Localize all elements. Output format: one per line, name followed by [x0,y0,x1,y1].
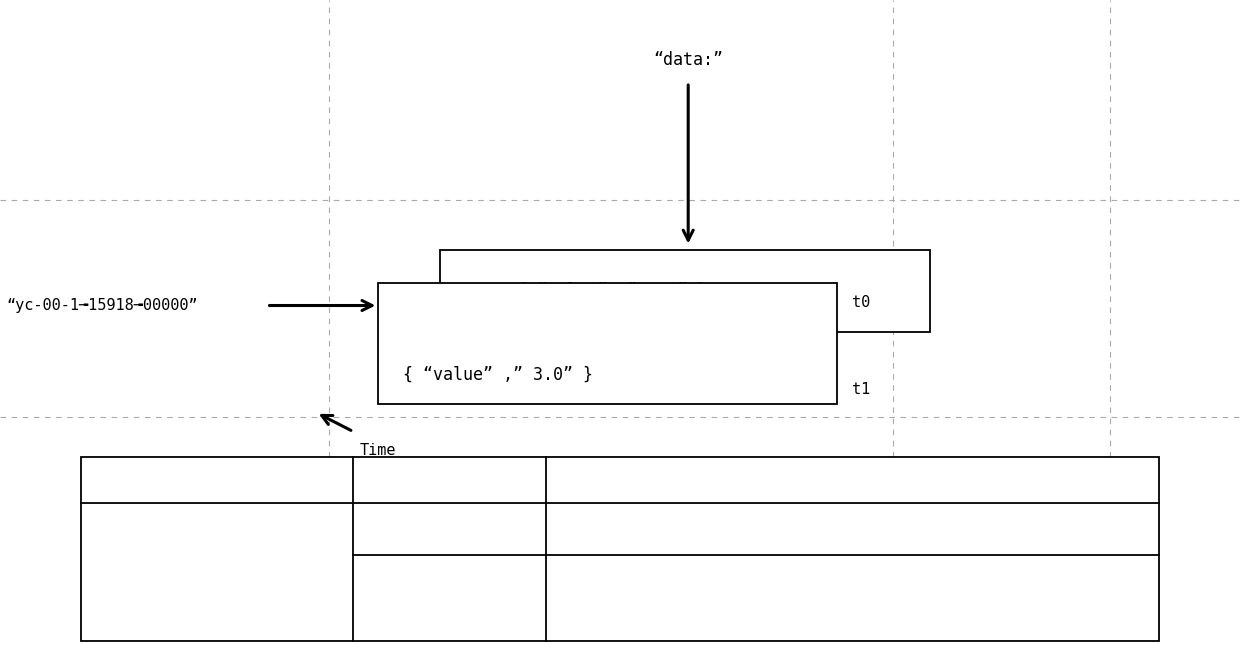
Text: t0: t0 [852,295,870,309]
Bar [81,457,1159,641]
Text: { “value” ,” 3.0” }: { “value” ,” 3.0” } [766,590,939,606]
Text: Time Stamp: Time Stamp [404,472,495,487]
Text: { “value” ,” 3.0” }: { “value” ,” 3.0” } [403,365,593,384]
Text: “yc-00-1╼15918╼00000”: “yc-00-1╼15918╼00000” [122,564,312,579]
Bar [378,283,837,404]
Text: “data:”: “data:” [653,51,723,69]
Text: { “value” ,” 2.8” }: { “value” ,” 2.8” } [766,521,939,537]
Text: Row Key: Row Key [185,472,249,487]
Text: { “value” ,” 2.8” }: { “value” ,” 2.8” } [517,282,707,300]
Text: Time: Time [360,443,396,459]
Text: Column: “data:”: Column: “data:” [784,472,921,487]
Text: t1: t1 [852,382,870,397]
Text: t1: t1 [440,591,459,605]
Text: “yc-00-1╼15918╼00000”: “yc-00-1╼15918╼00000” [6,298,198,313]
Bar [440,250,930,332]
Text: t0: t0 [440,522,459,536]
